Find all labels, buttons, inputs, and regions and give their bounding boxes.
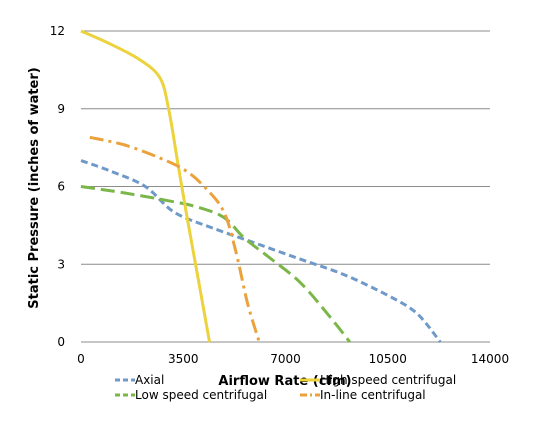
plot-area (80, 29, 442, 343)
y-tick-label: 3 (57, 257, 65, 271)
series-line-axial (80, 159, 442, 343)
legend-item-in-line-centrifugal: In-line centrifugal (300, 388, 426, 402)
x-tick-labels: 0 3500 7000 10500 14000 (77, 352, 509, 366)
y-tick-label: 9 (57, 102, 65, 116)
series-line-in-line-centrifugal (89, 135, 261, 343)
y-tick-labels: 0 3 6 9 12 (50, 24, 65, 349)
x-tick-label: 3500 (168, 352, 199, 366)
x-axis-title: Airflow Rate (cfm) (218, 374, 351, 389)
gridlines (81, 30, 490, 343)
legend-item-axial: Axial (115, 373, 164, 387)
x-tick-label: 7000 (270, 352, 301, 366)
legend-label: In-line centrifugal (320, 388, 426, 402)
x-tick-label: 10500 (369, 352, 407, 366)
y-tick-label: 6 (57, 180, 65, 194)
legend-item-high-speed-centrifugal: High speed centrifugal (300, 373, 456, 387)
legend-label: High speed centrifugal (320, 373, 456, 387)
series-line-low-speed-centrifugal (80, 185, 351, 343)
legend-item-low-speed-centrifugal: Low speed centrifugal (115, 388, 267, 402)
y-axis-title: Static Pressure (inches of water) (27, 67, 42, 308)
x-tick-label: 14000 (471, 352, 509, 366)
legend-label: Low speed centrifugal (135, 388, 267, 402)
y-tick-label: 0 (57, 335, 65, 349)
series-layer (80, 29, 442, 343)
y-tick-label: 12 (50, 24, 65, 38)
x-tick-label: 0 (77, 352, 85, 366)
legend-label: Axial (135, 373, 164, 387)
series-line-high-speed-centrifugal (80, 29, 211, 343)
